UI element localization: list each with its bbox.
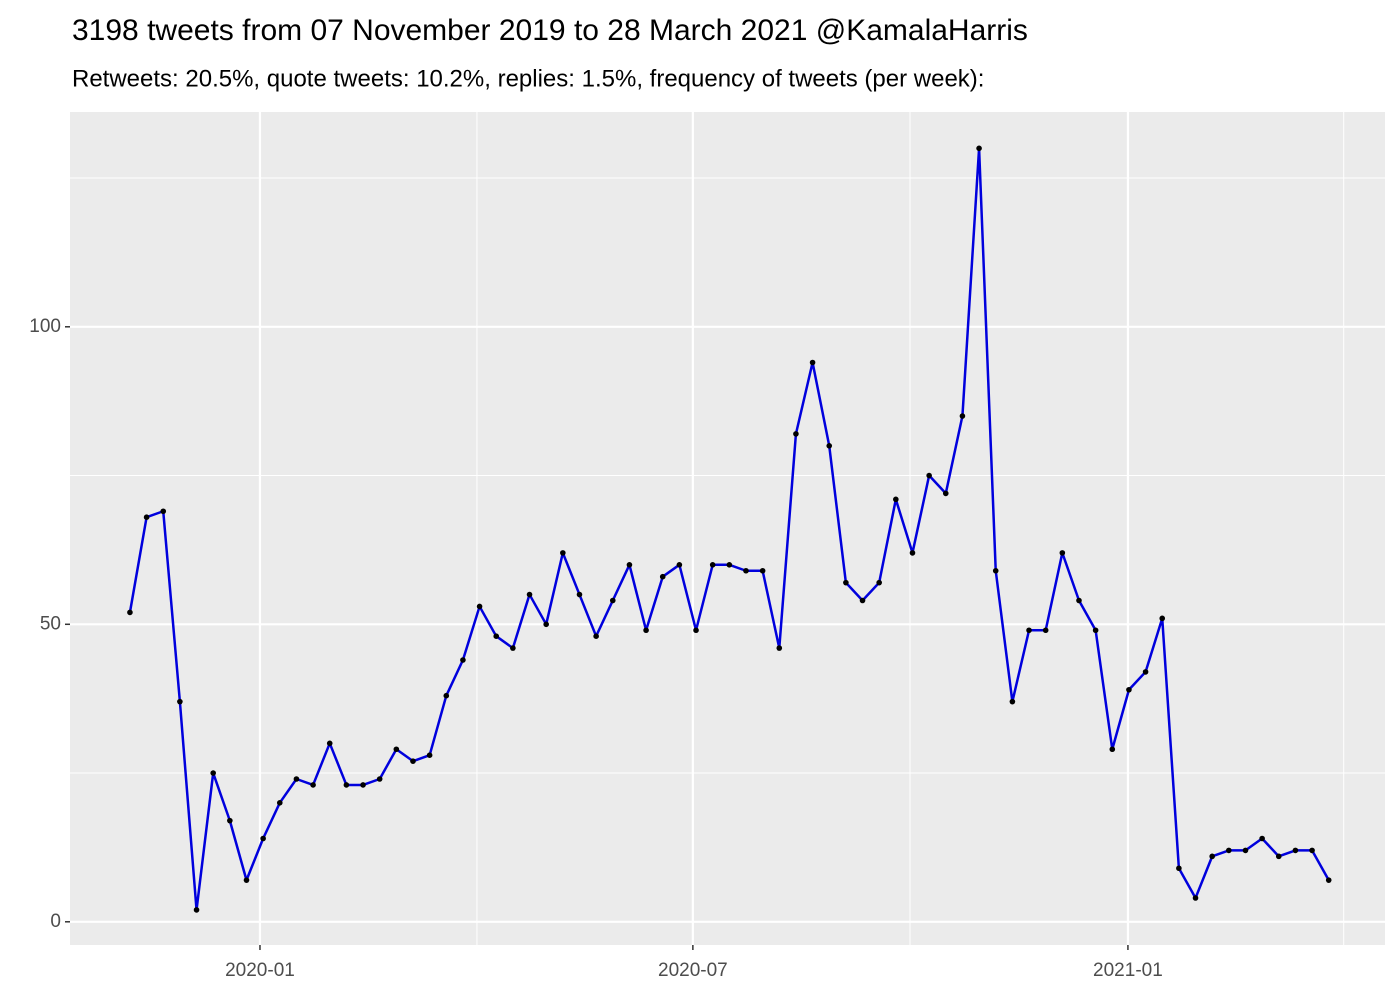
data-point [1076, 597, 1082, 604]
data-point [393, 746, 400, 753]
chart-title: 3198 tweets from 07 November 2019 to 28 … [72, 14, 1028, 47]
data-point [243, 877, 250, 883]
data-point [693, 627, 699, 634]
data-point [293, 776, 300, 782]
data-point [210, 770, 216, 776]
data-point [793, 431, 799, 437]
data-point [942, 490, 949, 497]
data-point [526, 591, 533, 598]
data-point [609, 597, 616, 604]
y-tick-label: 0 [50, 911, 61, 932]
data-point [1176, 865, 1182, 872]
data-point [576, 591, 583, 598]
x-tick-label: 2021-01 [1093, 960, 1163, 981]
data-point [743, 567, 749, 574]
data-point [343, 782, 350, 788]
data-point [659, 573, 666, 580]
y-tick-label: 100 [29, 316, 61, 337]
x-tick-label: 2020-01 [225, 960, 295, 981]
data-point [360, 782, 366, 788]
data-point [276, 799, 283, 806]
data-point [310, 782, 316, 788]
data-point [1042, 627, 1049, 634]
data-point [460, 657, 466, 663]
data-point [1325, 877, 1332, 883]
data-point [560, 550, 566, 556]
data-point [1192, 895, 1199, 901]
data-point [1109, 746, 1116, 753]
data-point [177, 698, 183, 705]
data-point [959, 413, 966, 419]
data-point [1159, 615, 1166, 622]
data-point [376, 776, 383, 782]
data-point [826, 442, 833, 449]
data-point [1126, 686, 1132, 693]
data-point [326, 740, 333, 747]
data-point [1275, 853, 1282, 860]
data-point [1009, 698, 1016, 705]
data-point [976, 145, 982, 152]
data-point [476, 603, 483, 610]
data-point [193, 907, 200, 913]
data-point [1292, 847, 1299, 854]
data-point [809, 359, 816, 366]
data-point [1242, 847, 1249, 854]
data-point [1209, 853, 1215, 860]
data-point [1226, 847, 1232, 854]
data-point [1092, 627, 1099, 634]
data-point [410, 758, 416, 764]
data-point [1259, 835, 1265, 842]
data-point [543, 621, 549, 628]
data-point [426, 752, 433, 758]
data-point [1309, 847, 1315, 854]
data-point [1142, 669, 1149, 675]
data-point [709, 561, 716, 568]
data-point [227, 817, 233, 824]
data-point [876, 579, 882, 586]
y-tick-label: 50 [40, 613, 61, 634]
data-point [143, 514, 150, 520]
data-point [626, 561, 633, 568]
data-point [1059, 550, 1066, 556]
data-point [1026, 627, 1032, 634]
data-point [926, 472, 932, 479]
data-point [992, 567, 999, 574]
data-point [859, 597, 866, 604]
data-point [127, 609, 133, 616]
data-point [726, 561, 733, 568]
x-tick-label: 2020-07 [658, 960, 728, 981]
data-point [676, 561, 683, 568]
data-point [510, 645, 516, 651]
data-point [443, 692, 450, 699]
plot-panel [70, 112, 1385, 945]
data-point [593, 633, 599, 639]
data-point [643, 627, 649, 634]
data-point [776, 645, 783, 651]
chart-subtitle: Retweets: 20.5%, quote tweets: 10.2%, re… [72, 65, 984, 92]
data-point [893, 496, 899, 503]
data-point [909, 550, 916, 556]
data-point [493, 633, 500, 639]
data-point [759, 567, 766, 574]
data-point [843, 579, 849, 586]
data-point [260, 835, 266, 842]
data-point [160, 508, 167, 515]
